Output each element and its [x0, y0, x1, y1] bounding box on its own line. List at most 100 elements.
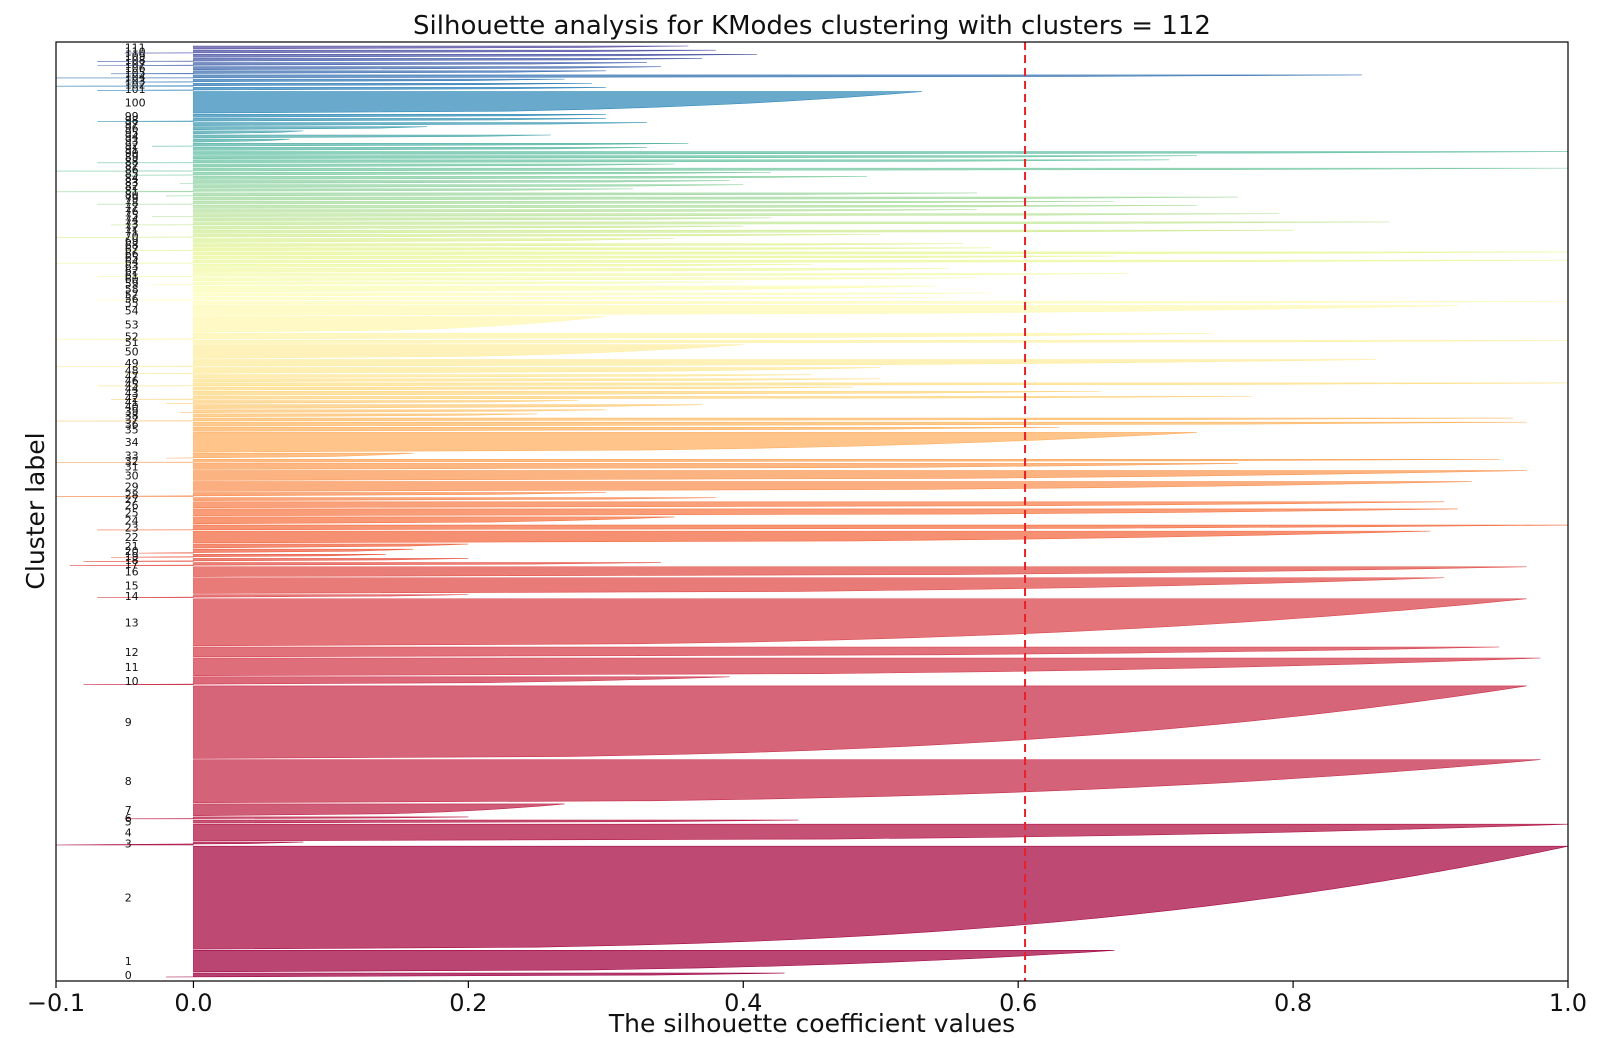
silhouette-band-cluster-85 — [124, 171, 771, 176]
silhouette-band-cluster-92 — [152, 142, 689, 147]
cluster-label-74: 74 — [125, 213, 139, 226]
cluster-label-111: 111 — [125, 42, 146, 55]
silhouette-band-cluster-3 — [55, 841, 304, 846]
cluster-label-21: 21 — [125, 540, 139, 553]
cluster-label-59: 59 — [125, 277, 139, 290]
silhouette-band-cluster-96 — [193, 126, 428, 130]
silhouette-band-cluster-10 — [83, 676, 730, 685]
silhouette-band-cluster-73 — [110, 221, 1390, 226]
silhouette-band-cluster-108 — [97, 58, 703, 62]
silhouette-band-cluster-61 — [97, 273, 1129, 277]
cluster-label-75: 75 — [125, 209, 139, 222]
cluster-label-96: 96 — [125, 122, 139, 135]
silhouette-band-cluster-80 — [165, 192, 977, 197]
silhouette-band-cluster-4 — [193, 823, 1569, 842]
silhouette-band-cluster-42 — [110, 396, 1252, 400]
silhouette-band-cluster-58 — [193, 285, 936, 293]
silhouette-band-cluster-23 — [97, 524, 1569, 531]
x-axis-ticks: −0.1 0.0 0.2 0.4 0.6 0.8 1.0 — [27, 981, 1587, 1017]
silhouette-band-cluster-24 — [193, 516, 675, 525]
cluster-label-52: 52 — [125, 330, 139, 343]
silhouette-band-cluster-66 — [193, 251, 1569, 256]
silhouette-band-cluster-104 — [55, 74, 1362, 79]
silhouette-band-cluster-95 — [193, 130, 304, 135]
silhouette-band-cluster-29 — [193, 481, 1472, 492]
silhouette-band-cluster-94 — [193, 134, 551, 139]
cluster-label-53: 53 — [125, 318, 139, 331]
cluster-label-22: 22 — [125, 531, 139, 544]
cluster-label-76: 76 — [125, 205, 139, 218]
silhouette-band-cluster-20 — [138, 548, 414, 554]
cluster-label-62: 62 — [125, 264, 139, 277]
cluster-label-5: 5 — [125, 816, 132, 829]
cluster-label-94: 94 — [125, 131, 139, 144]
silhouette-band-cluster-30 — [193, 470, 1527, 481]
cluster-label-31: 31 — [125, 460, 139, 473]
silhouette-band-cluster-8 — [193, 759, 1541, 804]
silhouette-band-cluster-6 — [124, 816, 469, 820]
silhouette-band-cluster-38 — [193, 413, 538, 418]
silhouette-band-cluster-60 — [193, 277, 977, 281]
x-tick-label: 0.2 — [449, 989, 487, 1017]
cluster-label-0: 0 — [125, 969, 132, 982]
silhouette-band-cluster-18 — [83, 558, 469, 562]
silhouette-band-cluster-43 — [193, 390, 1101, 396]
cluster-label-45: 45 — [125, 378, 139, 391]
silhouette-band-cluster-52 — [55, 333, 1211, 340]
cluster-label-25: 25 — [125, 506, 139, 519]
silhouette-band-cluster-7 — [193, 803, 565, 817]
silhouette-band-cluster-110 — [124, 49, 716, 54]
chart-title: Silhouette analysis for KModes clusterin… — [413, 11, 1211, 41]
silhouette-band-cluster-79 — [193, 196, 1239, 201]
cluster-label-34: 34 — [125, 436, 139, 449]
cluster-label-33: 33 — [125, 450, 139, 463]
cluster-label-108: 108 — [125, 54, 146, 67]
silhouette-band-cluster-101 — [97, 87, 606, 91]
cluster-label-64: 64 — [125, 256, 139, 269]
cluster-label-70: 70 — [125, 230, 139, 243]
cluster-label-99: 99 — [125, 110, 139, 123]
x-axis-label: The silhouette coefficient values — [608, 1009, 1015, 1038]
silhouette-band-cluster-17 — [69, 562, 661, 566]
cluster-label-8: 8 — [125, 775, 132, 788]
silhouette-band-cluster-27 — [193, 497, 716, 501]
silhouette-band-cluster-13 — [193, 598, 1527, 647]
cluster-label-81: 81 — [125, 184, 139, 197]
silhouette-band-cluster-71 — [193, 229, 1294, 234]
silhouette-band-cluster-19 — [110, 554, 386, 558]
x-tick-label: 0.0 — [174, 989, 212, 1017]
cluster-label-95: 95 — [125, 126, 139, 139]
silhouette-band-cluster-89 — [193, 155, 1197, 159]
silhouette-band-cluster-78 — [97, 200, 1115, 205]
cluster-label-105: 105 — [125, 66, 146, 79]
silhouette-band-cluster-57 — [193, 292, 991, 297]
silhouette-band-cluster-69 — [193, 238, 675, 243]
silhouette-band-cluster-97 — [193, 122, 648, 126]
cluster-label-12: 12 — [125, 646, 139, 659]
silhouette-band-cluster-81 — [55, 188, 634, 193]
cluster-label-6: 6 — [125, 812, 132, 825]
cluster-label-43: 43 — [125, 387, 139, 400]
cluster-label-93: 93 — [125, 135, 139, 148]
silhouette-band-cluster-59 — [152, 281, 744, 286]
silhouette-band-cluster-47 — [193, 374, 813, 378]
silhouette-band-cluster-48 — [124, 367, 881, 374]
silhouette-band-cluster-39 — [179, 409, 606, 414]
cluster-label-9: 9 — [125, 716, 132, 729]
silhouette-band-cluster-0 — [165, 972, 785, 978]
silhouette-band-cluster-5 — [193, 819, 799, 824]
cluster-label-100: 100 — [125, 96, 146, 109]
silhouette-band-cluster-11 — [193, 657, 1541, 676]
cluster-label-2: 2 — [125, 892, 132, 905]
silhouette-band-cluster-88 — [97, 159, 1170, 164]
cluster-label-42: 42 — [125, 392, 139, 405]
cluster-label-1: 1 — [125, 955, 132, 968]
cluster-label-50: 50 — [125, 346, 139, 359]
cluster-label-28: 28 — [125, 489, 139, 502]
silhouette-band-cluster-100 — [193, 91, 922, 114]
cluster-label-37: 37 — [125, 414, 139, 427]
cluster-label-69: 69 — [125, 235, 139, 248]
silhouette-band-cluster-99 — [193, 114, 606, 118]
silhouette-band-cluster-45 — [97, 382, 1569, 387]
cluster-label-11: 11 — [125, 661, 139, 674]
